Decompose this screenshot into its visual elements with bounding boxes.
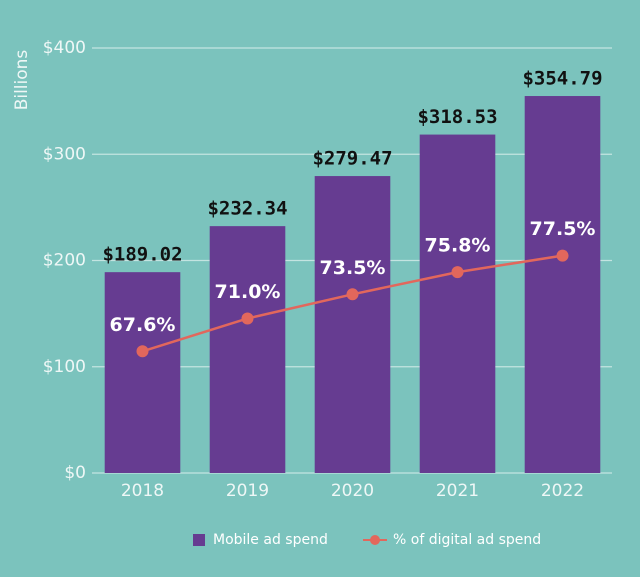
point xyxy=(241,312,254,325)
bar xyxy=(419,134,496,473)
value-label: $279.47 xyxy=(312,148,392,170)
value-label: $189.02 xyxy=(102,244,182,266)
y-tick-label: $400 xyxy=(43,38,86,58)
value-label: 71.0% xyxy=(215,281,281,303)
legend-swatch xyxy=(193,534,205,546)
point xyxy=(136,345,149,358)
value-label: 77.5% xyxy=(530,218,596,240)
y-tick-label: $300 xyxy=(43,144,86,164)
bar xyxy=(524,96,601,474)
value-label: $318.53 xyxy=(417,106,497,128)
value-label: 73.5% xyxy=(320,257,386,279)
value-label: 75.8% xyxy=(425,235,491,257)
bar xyxy=(104,272,181,473)
x-tick-label: 2019 xyxy=(226,481,269,501)
point xyxy=(451,266,464,279)
bar xyxy=(209,226,286,473)
x-tick-label: 2020 xyxy=(331,481,374,501)
y-tick-label: $100 xyxy=(43,357,86,377)
value-label: $232.34 xyxy=(207,198,287,220)
x-tick-label: 2021 xyxy=(436,481,479,501)
legend-swatch xyxy=(370,535,380,545)
bar xyxy=(314,176,391,474)
y-tick-label: $0 xyxy=(64,463,86,483)
legend-label: % of digital ad spend xyxy=(393,532,541,548)
y-tick-label: $200 xyxy=(43,251,86,271)
point xyxy=(556,249,569,262)
point xyxy=(346,288,359,301)
value-label: 67.6% xyxy=(110,314,176,336)
x-tick-label: 2022 xyxy=(541,481,584,501)
y-axis-label: Billions xyxy=(12,50,32,111)
x-tick-label: 2018 xyxy=(121,481,164,501)
value-label: $354.79 xyxy=(522,68,602,90)
legend-label: Mobile ad spend xyxy=(213,532,328,548)
